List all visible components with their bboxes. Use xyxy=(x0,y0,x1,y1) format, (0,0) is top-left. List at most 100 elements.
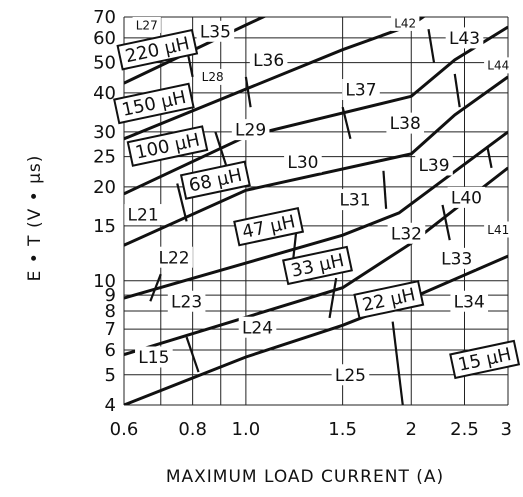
region-label-bg xyxy=(437,247,476,269)
x-tick-label: 3 xyxy=(501,419,512,440)
region-label-bg xyxy=(447,186,486,208)
region-label-text: L35 xyxy=(200,22,231,42)
region-label-text: L31 xyxy=(339,191,370,211)
region-label-text: L36 xyxy=(253,51,284,71)
separator-layer xyxy=(149,28,493,405)
y-tick-label: 10 xyxy=(93,271,116,292)
region-label-bg xyxy=(198,68,227,85)
region-label-text: L40 xyxy=(451,189,482,209)
region-separator xyxy=(341,106,352,140)
region-label: L37 xyxy=(342,79,380,101)
inductance-label: 22 μH xyxy=(353,280,425,320)
region-label-bg xyxy=(155,246,193,268)
region-label-text: L32 xyxy=(391,224,422,244)
region-separator xyxy=(149,273,162,302)
region-label-bg xyxy=(284,151,322,173)
region-label-text: L29 xyxy=(235,121,266,141)
region-label-bg xyxy=(331,364,370,386)
y-tick-label: 4 xyxy=(105,395,116,416)
y-tick-label: 70 xyxy=(93,7,116,28)
y-tick-label: 6 xyxy=(105,340,116,361)
region-label: L30 xyxy=(284,151,322,173)
x-tick-label: 2 xyxy=(406,419,417,440)
region-separator xyxy=(427,28,436,63)
region-label: L28 xyxy=(198,68,227,85)
inductance-box xyxy=(282,245,353,286)
region-label-bg xyxy=(124,204,162,226)
region-label-text: L44 xyxy=(487,59,509,73)
region-separator xyxy=(328,277,338,319)
region-label-text: L25 xyxy=(335,366,366,386)
region-label: L23 xyxy=(167,290,206,312)
inductance-label: 47 μH xyxy=(233,207,305,247)
inductance-label: 220 μH xyxy=(116,28,199,71)
region-label-bg xyxy=(484,57,513,74)
region-label-text: L38 xyxy=(390,114,421,134)
region-label-text: L34 xyxy=(454,292,485,312)
inductance-box xyxy=(449,339,521,380)
boundary-line xyxy=(124,17,426,141)
region-label-bg xyxy=(135,346,173,368)
x-tick-label: 1.5 xyxy=(328,419,357,440)
x-tick-label: 2.5 xyxy=(450,419,479,440)
boundary-line xyxy=(124,25,508,196)
region-label-text: L27 xyxy=(136,18,158,32)
region-label-text: L30 xyxy=(287,153,318,173)
inductance-label: 150 μH xyxy=(113,82,195,125)
y-tick-label: 8 xyxy=(105,301,116,322)
region-label-text: L23 xyxy=(171,292,202,312)
region-separator xyxy=(486,145,493,169)
inductance-label: 15 μH xyxy=(449,339,521,380)
region-label-text: L33 xyxy=(441,249,472,269)
y-tick-label: 20 xyxy=(93,177,116,198)
region-label-text: L22 xyxy=(158,248,189,268)
region-label: L41 xyxy=(484,221,513,238)
region-label-bg xyxy=(387,222,426,244)
region-label-bg xyxy=(336,189,374,211)
region-separator xyxy=(176,183,188,222)
region-label: L21 xyxy=(124,204,162,226)
region-separator xyxy=(382,170,388,209)
y-tick-label: 50 xyxy=(93,53,116,74)
region-label-bg xyxy=(167,290,206,312)
region-label-text: L15 xyxy=(138,348,169,368)
boundary-line xyxy=(124,254,508,405)
region-label-text: L28 xyxy=(202,70,224,84)
region-label-text: L43 xyxy=(449,29,480,49)
region-label: L42 xyxy=(391,14,420,31)
inductance-box xyxy=(126,125,209,167)
region-label-text: L24 xyxy=(242,318,273,338)
inductance-box xyxy=(353,280,425,320)
region-label: L34 xyxy=(450,290,489,312)
region-separator xyxy=(441,204,451,241)
region-label-text: L42 xyxy=(394,16,416,30)
x-tick-label: 0.8 xyxy=(178,419,207,440)
region-label-bg xyxy=(238,316,277,338)
region-separator xyxy=(453,73,461,108)
region-label-bg xyxy=(445,27,484,49)
region-separator xyxy=(244,76,252,108)
region-label: L22 xyxy=(155,246,193,268)
inductance-box xyxy=(179,160,251,200)
y-tick-label: 25 xyxy=(93,147,116,168)
region-label-bg xyxy=(391,14,420,31)
region-label: L39 xyxy=(415,154,453,176)
region-label: L40 xyxy=(447,186,486,209)
boundary-line xyxy=(124,130,508,300)
y-tick-label: 60 xyxy=(93,28,116,49)
region-label-bg xyxy=(249,49,288,71)
boundary-layer xyxy=(124,17,508,405)
region-label: L35 xyxy=(196,20,235,42)
x-axis-title: MAXIMUM LOAD CURRENT (A) xyxy=(166,467,444,487)
region-labels: L27 L35 L42 L43 L28 L36 L44 L37 L29 L38 L30 L39 L31 L… xyxy=(124,14,513,386)
region-label: L36 xyxy=(249,49,288,71)
region-label-bg xyxy=(132,16,161,33)
region-label: L25 xyxy=(331,364,370,386)
region-label-bg xyxy=(231,119,270,141)
region-separator xyxy=(391,321,404,405)
inductance-box xyxy=(113,82,195,125)
region-label-text: L21 xyxy=(128,206,159,226)
region-label: L15 xyxy=(135,346,173,368)
